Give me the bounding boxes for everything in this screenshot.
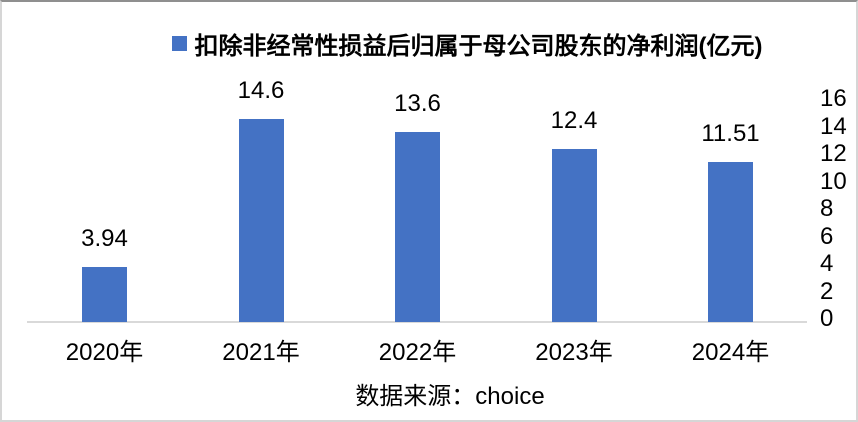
y-axis-tick-label: 16 bbox=[820, 85, 847, 112]
y-axis-tick-label: 10 bbox=[820, 167, 847, 195]
bar bbox=[82, 267, 127, 322]
legend-label: 扣除非经常性损益后归属于母公司股东的净利润(亿元) bbox=[194, 33, 763, 60]
x-axis-label: 2020年 bbox=[65, 339, 144, 366]
y-axis-tick-label: 8 bbox=[820, 195, 834, 222]
bar bbox=[551, 149, 597, 322]
chart-legend: 扣除非经常性损益后归属于母公司股东的净利润(亿元) bbox=[40, 26, 856, 61]
x-axis-label: 2024年 bbox=[691, 339, 770, 366]
bar-value-label: 11.51 bbox=[701, 120, 760, 147]
x-axis-line bbox=[27, 321, 807, 323]
x-axis-label: 2022年 bbox=[378, 339, 457, 366]
y-axis-tick-label: 6 bbox=[820, 222, 834, 250]
bar bbox=[238, 119, 284, 322]
bar bbox=[395, 132, 440, 322]
y-axis-tick-label: 12 bbox=[820, 140, 847, 167]
bar-value-label: 13.6 bbox=[394, 90, 441, 117]
y-axis-tick-label: 4 bbox=[820, 250, 834, 277]
y-axis-tick-label: 0 bbox=[820, 305, 834, 332]
bar bbox=[708, 162, 753, 322]
x-axis-label: 2023年 bbox=[535, 339, 613, 366]
y-axis-tick-label: 2 bbox=[820, 277, 834, 305]
x-axis-label: 2021年 bbox=[222, 339, 300, 366]
source-caption: 数据来源：choice bbox=[355, 383, 545, 410]
bar-value-label: 14.6 bbox=[237, 77, 285, 104]
legend-square-icon bbox=[171, 36, 187, 51]
bar-value-label: 3.94 bbox=[81, 225, 128, 252]
y-axis-tick-label: 14 bbox=[820, 112, 847, 140]
bar-value-label: 12.4 bbox=[550, 107, 598, 134]
